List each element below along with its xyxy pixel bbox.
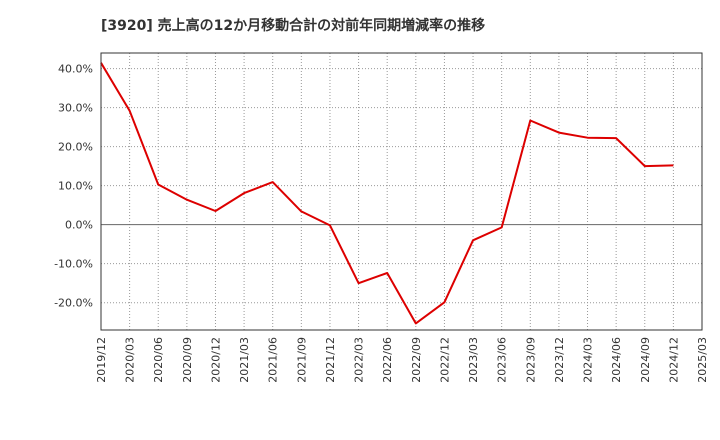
x-tick-label: 2024/03 (582, 337, 595, 383)
y-tick-label: 20.0% (58, 141, 93, 154)
x-axis-tick-labels: 2019/12 2020/03 2020/06 2020/09 2020/12 2021/… (95, 337, 709, 383)
series-line (100, 62, 674, 325)
y-tick-label: -10.0% (54, 258, 93, 271)
x-tick-label: 2022/03 (353, 337, 366, 383)
x-tick-label: 2021/09 (295, 337, 308, 383)
grid-lines (101, 53, 702, 330)
x-tick-label: 2025/03 (696, 337, 709, 383)
x-tick-label: 2024/09 (639, 337, 652, 383)
x-tick-label: 2022/12 (438, 337, 451, 383)
x-tick-label: 2021/06 (267, 337, 280, 383)
x-tick-label: 2020/06 (152, 337, 165, 383)
x-tick-label: 2022/06 (381, 337, 394, 383)
x-tick-label: 2024/06 (610, 337, 623, 383)
x-tick-label: 2021/03 (238, 337, 251, 383)
plot-frame (100, 52, 703, 331)
x-tick-label: 2020/09 (181, 337, 194, 383)
plot-area (101, 53, 702, 330)
y-tick-label: 30.0% (58, 102, 93, 115)
y-tick-label: 0.0% (65, 219, 93, 232)
x-tick-label: 2023/03 (467, 337, 480, 383)
x-tick-label: 2023/06 (496, 337, 509, 383)
x-tick-label: 2020/12 (209, 337, 222, 383)
x-tick-label: 2020/03 (124, 337, 137, 383)
y-tick-label: 40.0% (58, 63, 93, 76)
y-axis-tick-labels: 40.0% 30.0% 20.0% 10.0% 0.0% -10.0% -20.0% (54, 63, 93, 310)
x-tick-label: 2019/12 (95, 337, 108, 383)
x-tick-label: 2024/12 (667, 337, 680, 383)
y-tick-label: 10.0% (58, 180, 93, 193)
y-tick-label: -20.0% (54, 297, 93, 310)
series-lines (100, 62, 674, 325)
x-tick-label: 2023/12 (553, 337, 566, 383)
x-tick-label: 2021/12 (324, 337, 337, 383)
x-tick-label: 2022/09 (410, 337, 423, 383)
chart-title: [3920] 売上高の12か月移動合計の対前年同期増減率の推移 (101, 17, 485, 34)
x-tick-label: 2023/09 (524, 337, 537, 383)
